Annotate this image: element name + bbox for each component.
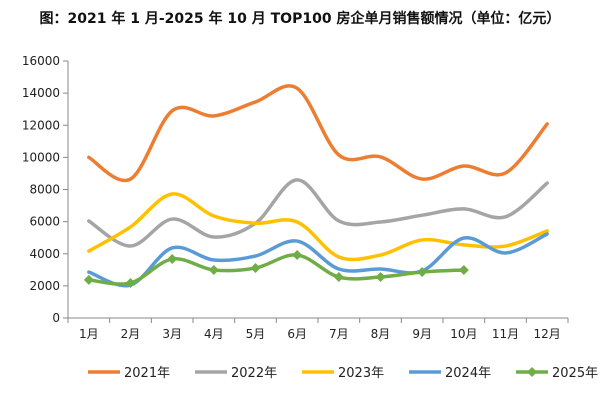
y-tick-label: 0: [52, 311, 60, 325]
data-point: [83, 274, 94, 285]
legend-marker: [527, 367, 537, 377]
legend-label: 2024年: [445, 366, 491, 381]
data-point: [250, 263, 261, 274]
x-tick-label: 9月: [412, 327, 432, 341]
y-tick-label: 12000: [22, 118, 60, 132]
y-tick-label: 14000: [22, 86, 60, 100]
x-tick-label: 11月: [492, 327, 519, 341]
data-point: [125, 277, 136, 288]
data-point: [292, 250, 303, 261]
data-point: [167, 254, 178, 265]
y-tick-label: 4000: [29, 247, 60, 261]
y-tick-label: 16000: [22, 54, 60, 68]
data-point: [333, 272, 344, 283]
data-point: [458, 264, 469, 275]
x-tick-label: 3月: [162, 327, 182, 341]
data-point: [375, 272, 386, 283]
series-line-2024年: [87, 232, 549, 288]
series-line-2025年: [87, 253, 466, 286]
chart-title: 图：2021 年 1 月-2025 年 10 月 TOP100 房企单月销售额情…: [39, 11, 561, 27]
legend-label: 2023年: [338, 366, 384, 381]
data-point: [417, 267, 428, 278]
x-tick-label: 6月: [287, 327, 307, 341]
x-tick-label: 2月: [121, 327, 141, 341]
legend-label: 2022年: [231, 366, 277, 381]
x-tick-label: 12月: [534, 327, 561, 341]
x-tick-label: 5月: [246, 327, 266, 341]
y-tick-label: 2000: [29, 279, 60, 293]
x-tick-label: 10月: [450, 327, 477, 341]
legend-label: 2021年: [124, 366, 170, 381]
x-tick-label: 7月: [329, 327, 349, 341]
legend-label: 2025年: [552, 366, 598, 381]
y-tick-label: 8000: [29, 183, 60, 197]
x-tick-label: 8月: [371, 327, 391, 341]
series-line-2023年: [87, 192, 549, 262]
data-point: [208, 264, 219, 275]
y-tick-label: 6000: [29, 215, 60, 229]
series-line-2022年: [87, 178, 549, 248]
x-tick-label: 4月: [204, 327, 224, 341]
series-line-2021年: [87, 84, 549, 183]
x-tick-label: 1月: [79, 327, 99, 341]
y-tick-label: 10000: [22, 150, 60, 164]
